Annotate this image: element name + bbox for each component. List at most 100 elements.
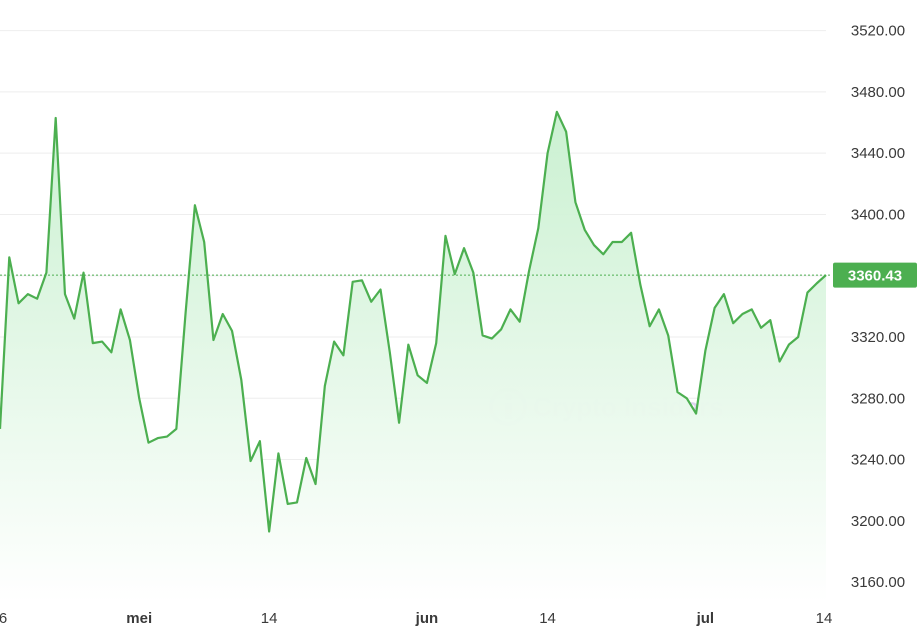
data-point: [667, 334, 669, 336]
x-tick-label: 6: [0, 610, 7, 627]
data-point: [649, 325, 651, 327]
data-point: [751, 308, 753, 310]
data-point: [788, 344, 790, 346]
data-point: [259, 440, 261, 442]
data-point: [240, 379, 242, 381]
current-price-label: 3360.43: [833, 262, 917, 288]
data-point: [695, 413, 697, 415]
y-tick-label: 3280.00: [851, 390, 905, 407]
data-point: [185, 311, 187, 313]
data-point: [296, 501, 298, 503]
data-point: [194, 204, 196, 206]
data-point: [110, 351, 112, 353]
data-point: [324, 385, 326, 387]
data-point: [621, 241, 623, 243]
data-point: [407, 344, 409, 346]
data-point: [55, 117, 57, 119]
data-point: [612, 241, 614, 243]
data-point: [491, 338, 493, 340]
data-point: [277, 452, 279, 454]
data-point: [574, 201, 576, 203]
data-point: [556, 111, 558, 113]
y-tick-label: 3400.00: [851, 206, 905, 223]
data-point: [45, 272, 47, 274]
data-point: [426, 382, 428, 384]
data-point: [658, 308, 660, 310]
data-point: [528, 270, 530, 272]
data-point: [565, 131, 567, 133]
data-point: [18, 302, 20, 304]
x-tick-label: 14: [261, 610, 278, 627]
current-price-badge: [833, 262, 917, 288]
data-point: [8, 256, 10, 258]
data-point: [27, 293, 29, 295]
data-point: [305, 457, 307, 459]
data-point: [741, 313, 743, 315]
data-point: [166, 436, 168, 438]
area-fill: [0, 111, 826, 602]
x-axis: 6 mei 14 jun 14 jul 14: [0, 610, 832, 627]
data-point: [342, 354, 344, 356]
data-point: [806, 292, 808, 294]
y-tick-label: 3480.00: [851, 84, 905, 101]
data-point: [64, 293, 66, 295]
data-point: [138, 397, 140, 399]
data-point: [537, 227, 539, 229]
y-tick-label: 3200.00: [851, 513, 905, 530]
data-point: [268, 531, 270, 533]
current-price-text: 3360.43: [848, 268, 902, 285]
data-point: [797, 336, 799, 338]
x-tick-label: jun: [415, 610, 439, 627]
data-point: [92, 342, 94, 344]
data-point: [639, 284, 641, 286]
data-point: [83, 272, 85, 274]
data-point: [769, 319, 771, 321]
data-point: [73, 318, 75, 320]
data-point: [519, 321, 521, 323]
data-point: [500, 328, 502, 330]
data-point: [463, 247, 465, 249]
data-point: [380, 289, 382, 291]
data-point: [222, 313, 224, 315]
data-point: [816, 282, 818, 284]
data-point: [482, 334, 484, 336]
data-point: [677, 391, 679, 393]
y-tick-label: 3520.00: [851, 23, 905, 40]
data-point: [686, 397, 688, 399]
data-point: [333, 341, 335, 343]
data-point: [250, 460, 252, 462]
data-point: [361, 279, 363, 281]
y-tick-label: 3440.00: [851, 145, 905, 162]
x-tick-label: jul: [696, 610, 715, 627]
x-tick-label: mei: [126, 610, 152, 627]
data-point: [602, 253, 604, 255]
data-point: [630, 232, 632, 234]
x-tick-label: 14: [539, 610, 556, 627]
data-point: [101, 341, 103, 343]
data-point: [723, 293, 725, 295]
data-point: [779, 361, 781, 363]
data-point: [444, 235, 446, 237]
data-point: [315, 483, 317, 485]
data-point: [825, 274, 827, 276]
data-point: [203, 241, 205, 243]
data-point: [704, 350, 706, 352]
data-point: [760, 327, 762, 329]
y-axis: 3520.003480.003440.003400.003360.003320.…: [851, 23, 905, 591]
data-point: [231, 330, 233, 332]
data-point: [547, 152, 549, 154]
data-point: [147, 442, 149, 444]
price-line: [0, 110, 827, 533]
data-point: [157, 437, 159, 439]
data-point: [472, 272, 474, 274]
data-point: [370, 301, 372, 303]
data-point: [435, 342, 437, 344]
data-point: [454, 273, 456, 275]
data-point: [732, 322, 734, 324]
data-point: [417, 374, 419, 376]
data-point: [584, 229, 586, 231]
data-point: [212, 339, 214, 341]
y-tick-label: 3320.00: [851, 329, 905, 346]
data-point: [129, 339, 131, 341]
